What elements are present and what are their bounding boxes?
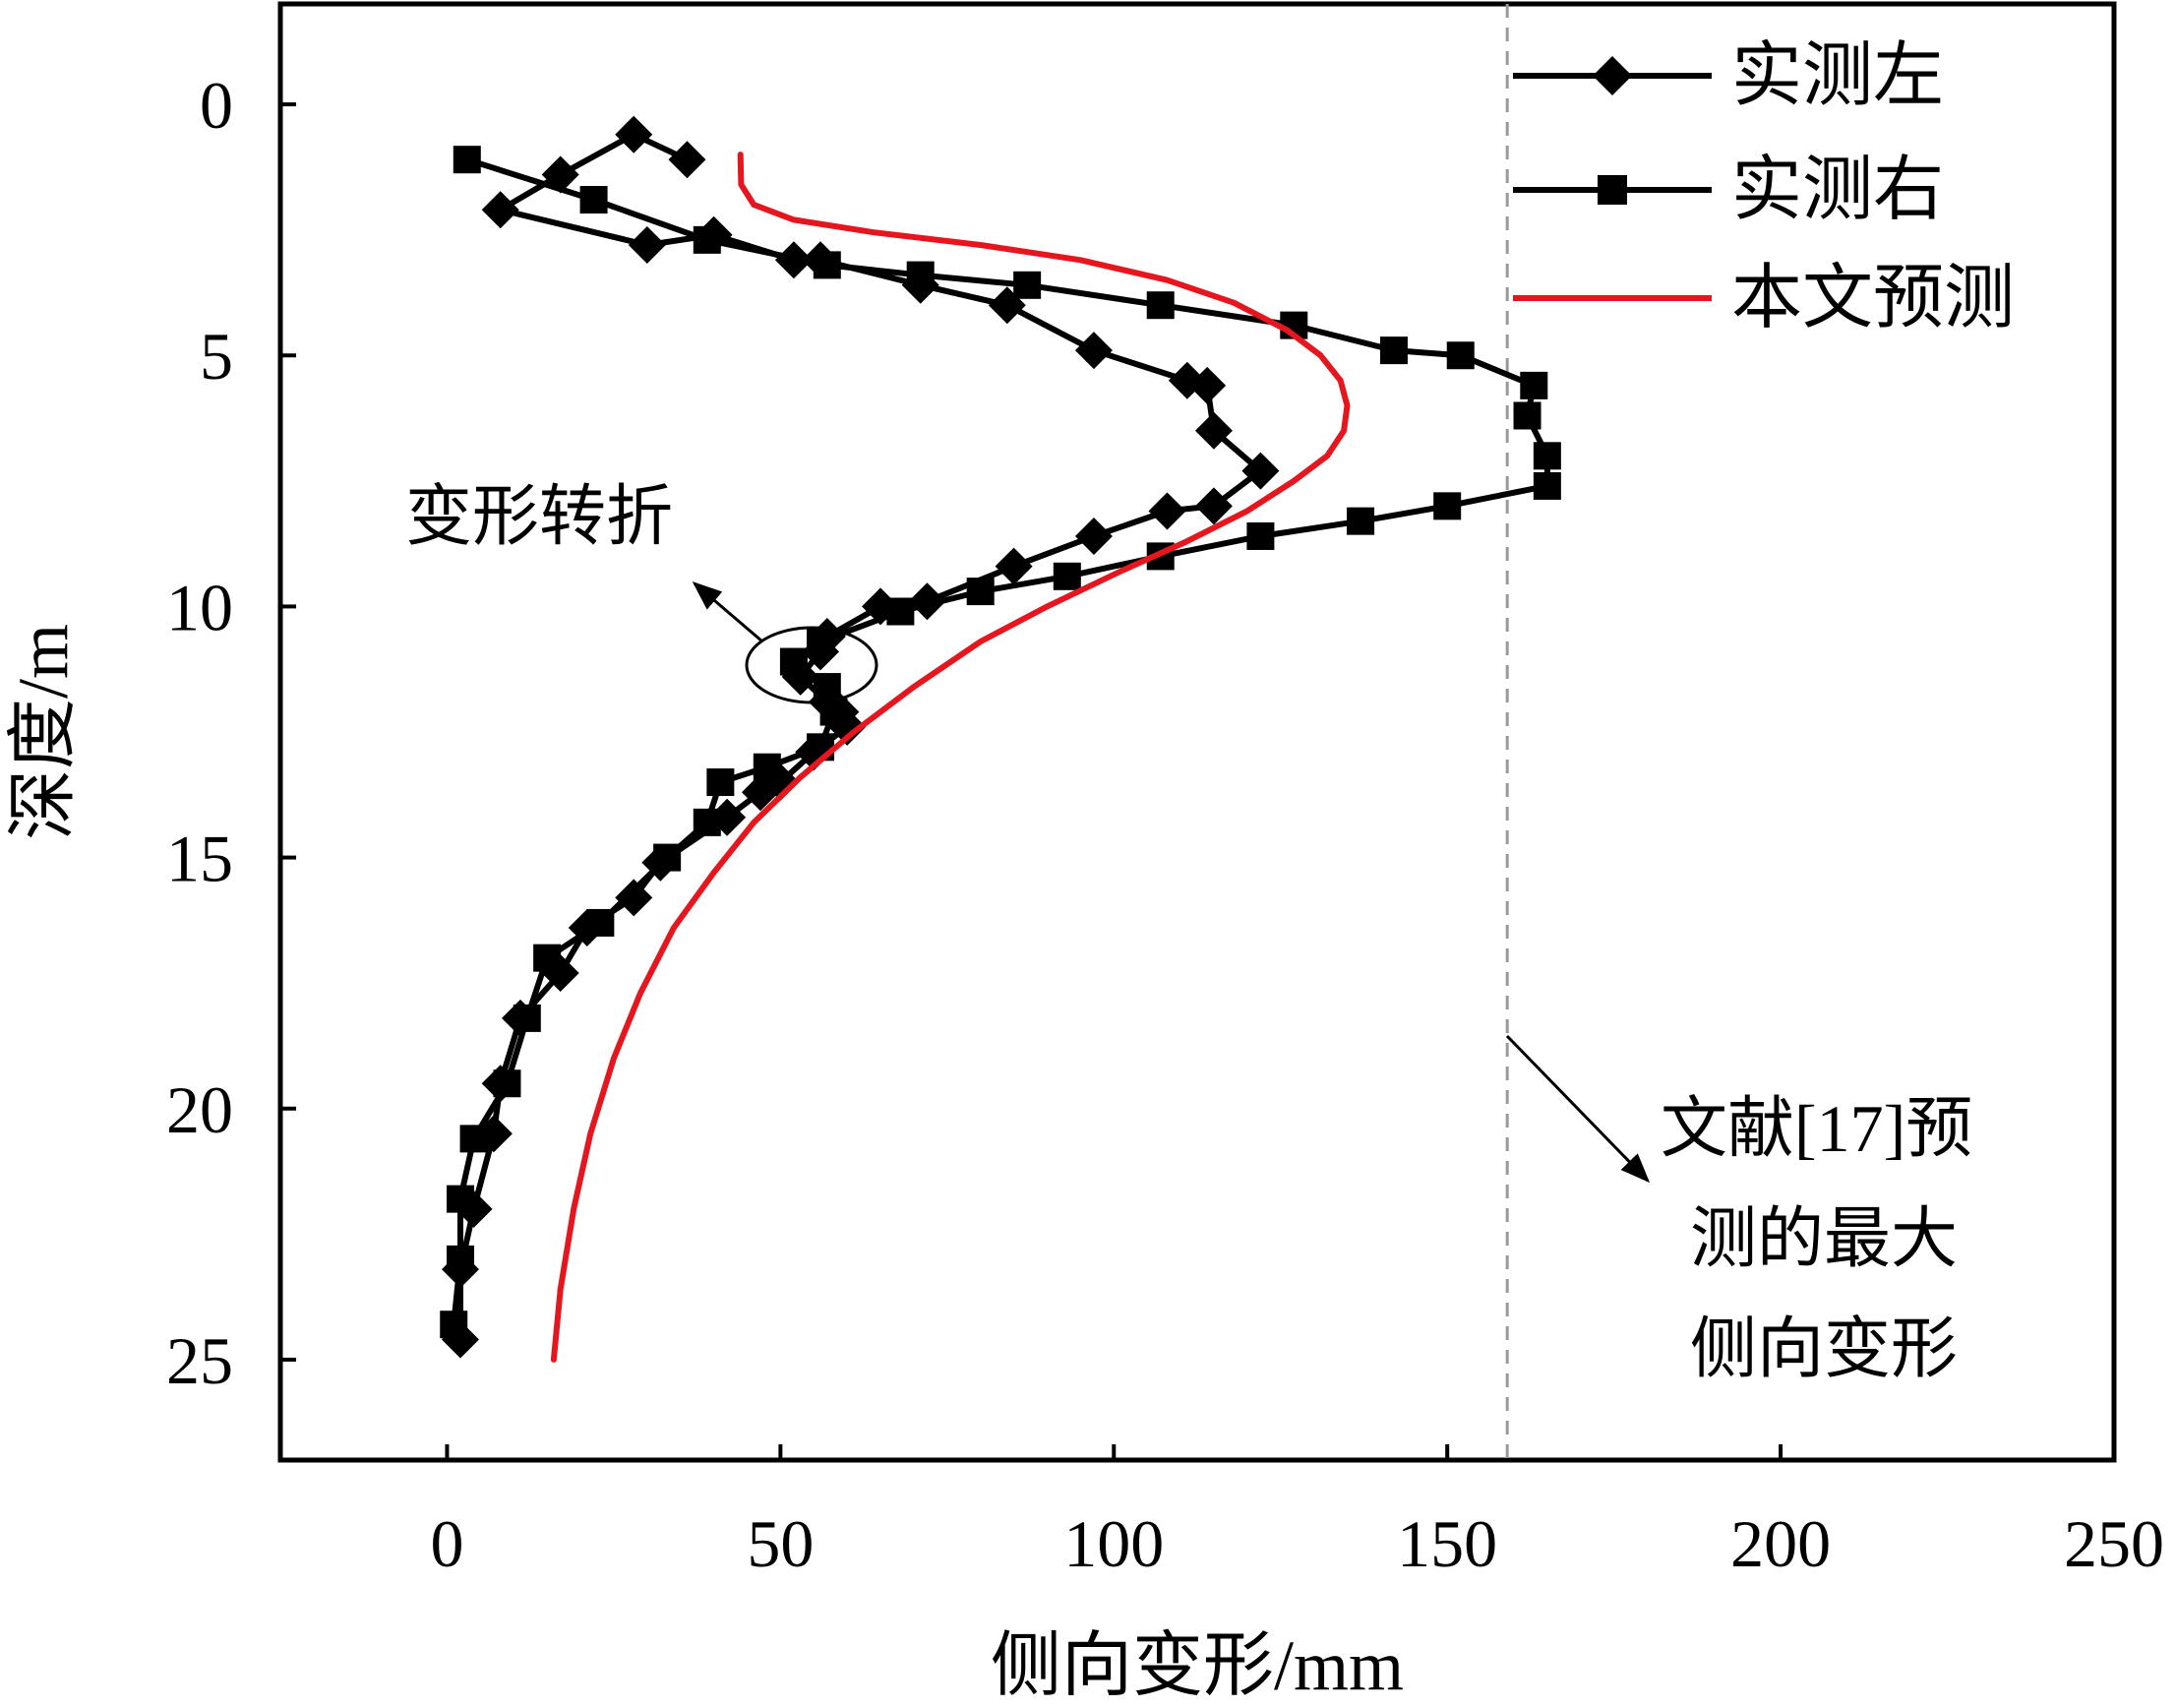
data-point-square	[447, 1245, 475, 1273]
annotation-turning-label: 变形转折	[405, 479, 673, 554]
annotation-ref-line2: 测的最大	[1690, 1201, 1958, 1276]
data-point-square	[807, 628, 835, 656]
data-point-square	[1013, 271, 1042, 299]
x-tick-label: 50	[747, 1506, 814, 1581]
data-point-square	[753, 753, 781, 781]
data-point-diamond	[1188, 366, 1227, 404]
x-tick-label: 200	[1730, 1506, 1831, 1581]
data-point-diamond	[742, 773, 780, 812]
data-point-square	[453, 146, 481, 174]
legend-label-right: 实测右	[1731, 151, 1944, 229]
series-line-0	[457, 131, 1264, 1343]
legend-label-left: 实测左	[1731, 36, 1944, 115]
x-axis-title: 侧向变形/mm	[991, 1626, 1404, 1705]
legend: 实测左 实测右 本文预测	[1513, 36, 2015, 337]
data-point-square	[706, 768, 735, 797]
data-point-diamond	[908, 582, 946, 621]
data-point-square	[779, 647, 808, 676]
data-point-square	[1513, 401, 1541, 430]
data-point-diamond	[1241, 452, 1280, 490]
data-point-square	[1053, 562, 1081, 590]
data-point-square	[459, 1125, 488, 1153]
data-point-diamond	[1194, 411, 1233, 450]
data-point-square	[579, 186, 608, 214]
annotation-ref-arrow	[1505, 1034, 1651, 1184]
data-point-square	[1446, 341, 1475, 370]
data-point-square	[813, 673, 841, 702]
y-tick-label: 5	[200, 319, 233, 394]
annotation-ref-line3: 侧向变形	[1690, 1312, 1958, 1386]
legend-marker-square	[1598, 175, 1627, 205]
annotation-turning-ellipse	[745, 626, 878, 704]
data-point-square	[1433, 492, 1462, 520]
data-point-square	[1379, 336, 1408, 365]
plot-frame	[277, 1, 2117, 1463]
data-point-square	[447, 1185, 475, 1213]
data-point-square	[693, 808, 721, 836]
data-point-diamond	[615, 115, 653, 153]
series-line-2	[550, 152, 1351, 1363]
data-point-square	[813, 251, 841, 279]
data-point-square	[966, 578, 995, 606]
data-point-square	[1520, 371, 1548, 399]
data-point-diamond	[628, 225, 666, 264]
data-point-square	[493, 1069, 521, 1098]
data-point-square	[1246, 521, 1275, 550]
legend-marker-diamond	[1593, 56, 1632, 95]
data-point-square	[440, 1311, 468, 1339]
x-tick-label: 150	[1397, 1506, 1497, 1581]
data-point-diamond	[1074, 332, 1113, 370]
data-point-diamond	[615, 879, 653, 917]
y-tick-label: 20	[166, 1072, 233, 1147]
data-point-square	[906, 261, 935, 289]
data-point-diamond	[481, 191, 519, 229]
axis-ticks: 0 50 100 150 200 250 0 5 10 15 20 25	[166, 68, 2164, 1581]
data-point-square	[653, 843, 682, 872]
x-tick-label: 250	[2064, 1506, 2164, 1581]
y-tick-label: 10	[166, 570, 233, 644]
data-point-diamond	[1074, 517, 1113, 555]
data-point-diamond	[1194, 487, 1233, 525]
data-point-square	[1533, 442, 1561, 470]
data-point-diamond	[668, 141, 706, 179]
annotation-turning-arrow	[692, 581, 763, 643]
data-point-square	[693, 225, 721, 254]
data-point-square	[586, 908, 615, 937]
series-layer	[440, 115, 1561, 1363]
y-tick-label: 25	[166, 1323, 233, 1398]
series-line-1	[451, 156, 1550, 1328]
data-point-diamond	[1148, 492, 1186, 530]
y-tick-label: 0	[200, 68, 233, 143]
legend-label-predict: 本文预测	[1731, 259, 2015, 337]
data-point-square	[533, 944, 562, 972]
data-point-square	[1146, 291, 1175, 320]
data-point-square	[886, 597, 915, 626]
annotation-ref-line1: 文献[17]预	[1661, 1091, 1972, 1166]
data-point-square	[1533, 471, 1561, 500]
x-tick-label: 0	[430, 1506, 463, 1581]
y-tick-label: 15	[166, 822, 233, 896]
data-point-square	[513, 1004, 541, 1032]
data-point-square	[1347, 507, 1375, 535]
x-tick-label: 100	[1063, 1506, 1164, 1581]
data-point-diamond	[995, 547, 1033, 585]
y-axis-title: 深度/m	[4, 624, 83, 840]
